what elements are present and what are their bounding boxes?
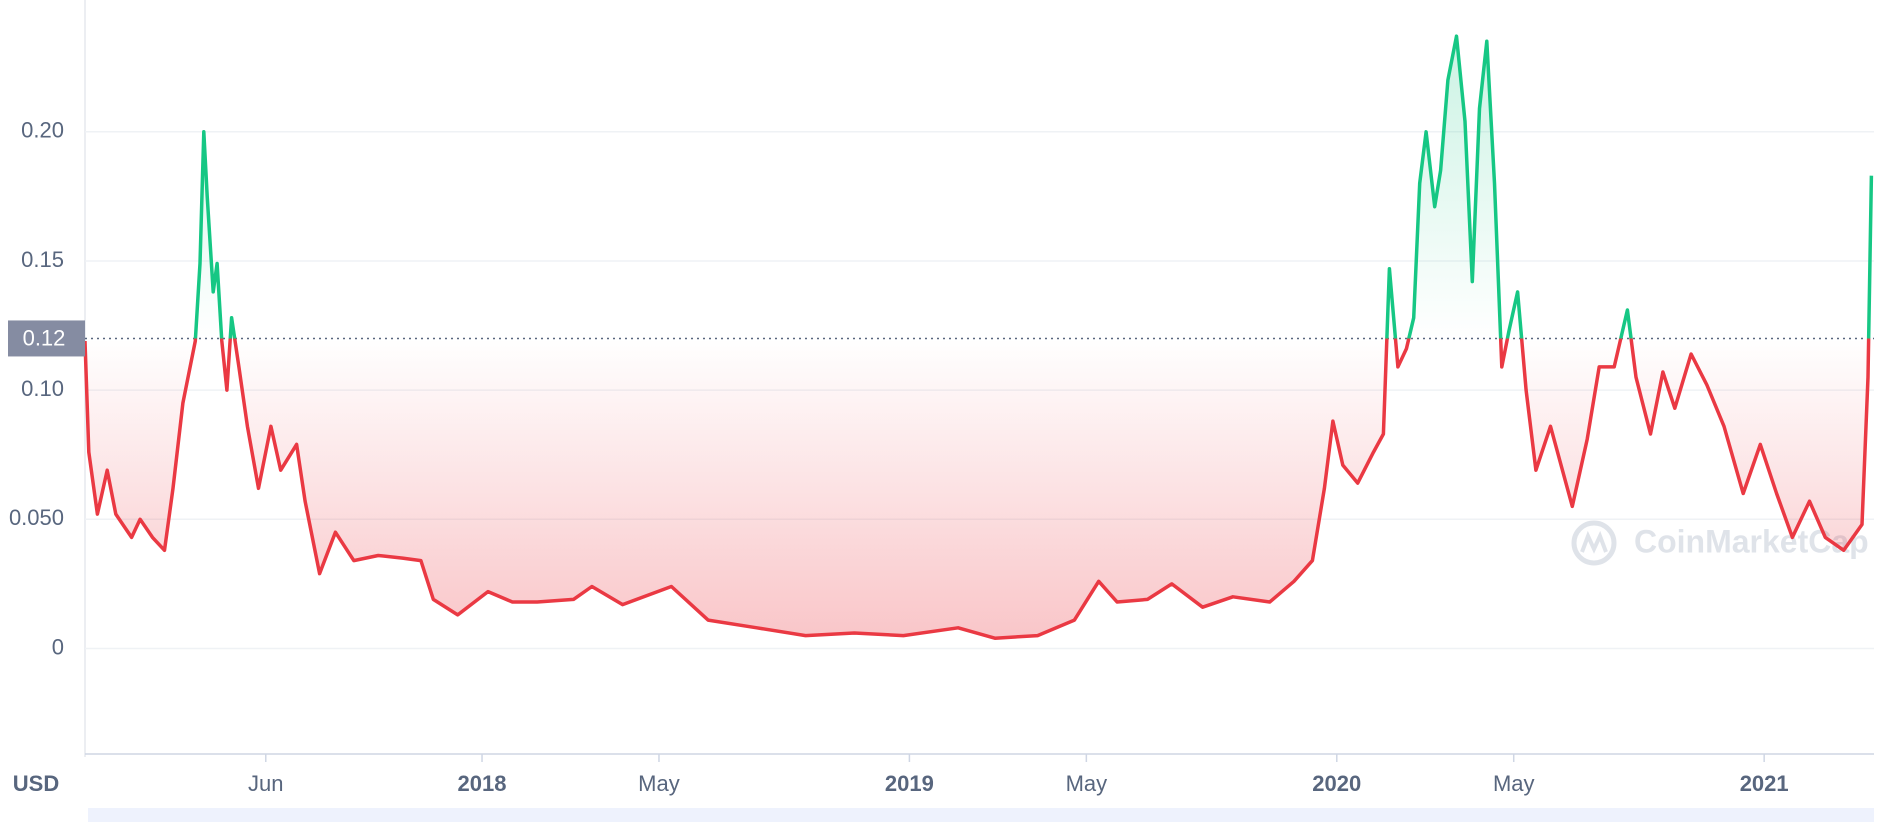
y-tick-label: 0.10 (21, 376, 64, 401)
x-tick-label: Jun (248, 771, 283, 796)
x-tick-label: May (1493, 771, 1535, 796)
baseline-label-box (8, 320, 85, 357)
y-tick-label: 0 (52, 634, 64, 659)
currency-label: USD (13, 771, 59, 796)
y-tick-label: 0.050 (9, 505, 64, 530)
x-tick-label: 2020 (1312, 771, 1361, 796)
x-tick-label: 2021 (1740, 771, 1789, 796)
x-tick-label: May (638, 771, 680, 796)
y-tick-label: 0.20 (21, 118, 64, 143)
price-area (85, 36, 1872, 639)
price-line (83, 34, 1874, 640)
x-tick-label: May (1066, 771, 1108, 796)
range-navigator[interactable] (88, 808, 1874, 822)
baseline-label: 0.12 (23, 325, 66, 350)
x-tick-label: 2019 (885, 771, 934, 796)
y-tick-label: 0.15 (21, 247, 64, 272)
x-tick-label: 2018 (458, 771, 507, 796)
